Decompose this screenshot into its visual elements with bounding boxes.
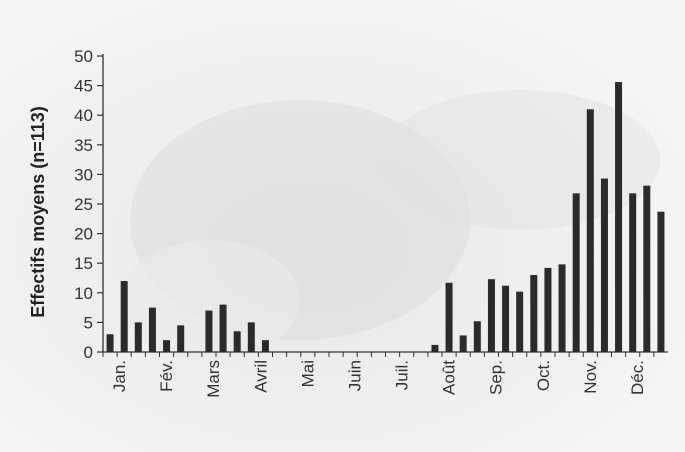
bar <box>473 321 481 352</box>
bar <box>558 264 566 352</box>
bar <box>247 322 255 352</box>
bar <box>134 322 142 352</box>
x-tick-label: Déc. <box>628 360 647 395</box>
bar <box>657 211 665 352</box>
bar <box>177 325 185 352</box>
y-tick-label: 25 <box>74 195 93 214</box>
x-tick-label: Juil. <box>393 360 412 390</box>
y-tick-label: 50 <box>74 47 93 66</box>
bar <box>487 279 495 352</box>
x-tick-label: Sep. <box>487 360 506 395</box>
bar <box>615 82 623 352</box>
bar <box>629 193 637 352</box>
y-axis-label: Effectifs moyens (n=113) <box>28 106 48 318</box>
bar <box>530 275 538 352</box>
x-tick-label: Avril <box>251 360 270 393</box>
bar <box>643 185 651 352</box>
bar <box>120 280 128 352</box>
bar <box>600 178 608 352</box>
x-tick-label: Juin <box>345 360 364 391</box>
bar <box>586 109 594 352</box>
bar <box>445 282 453 352</box>
bar <box>219 304 227 352</box>
bar <box>233 331 241 352</box>
bar <box>516 291 524 352</box>
y-tick-label: 45 <box>74 77 93 96</box>
bar <box>572 193 580 352</box>
x-tick-label: Mars <box>204 360 223 398</box>
x-tick-label: Jan. <box>110 360 129 392</box>
y-tick-label: 30 <box>74 165 93 184</box>
y-tick-label: 10 <box>74 284 93 303</box>
bar <box>459 335 467 352</box>
y-tick-label: 15 <box>74 254 93 273</box>
bar <box>205 310 213 352</box>
y-tick-label: 35 <box>74 136 93 155</box>
bar <box>261 340 269 352</box>
y-tick-label: 0 <box>84 343 93 362</box>
bar <box>431 344 439 352</box>
bar <box>106 334 114 352</box>
x-tick-label: Mai <box>298 360 317 387</box>
y-tick-label: 40 <box>74 106 93 125</box>
x-tick-label: Oct. <box>534 360 553 391</box>
x-tick-label: Août <box>440 360 459 395</box>
y-tick-label: 20 <box>74 225 93 244</box>
x-tick-label: Nov. <box>581 360 600 394</box>
y-tick-label: 5 <box>84 313 93 332</box>
bar <box>163 340 171 352</box>
bar <box>544 267 552 352</box>
x-tick-label: Fév. <box>157 360 176 392</box>
bar <box>148 307 156 352</box>
bar <box>502 285 510 352</box>
